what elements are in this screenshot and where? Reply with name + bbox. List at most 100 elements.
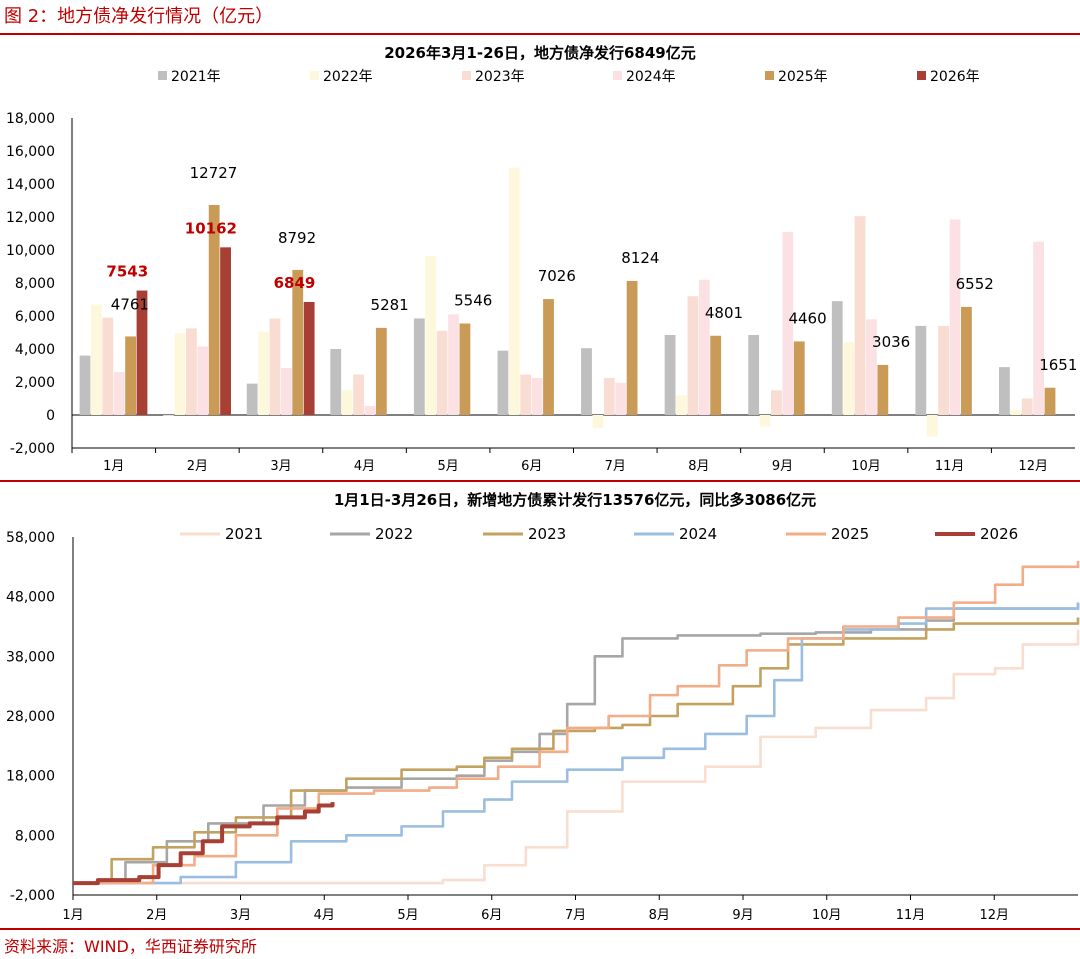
- bar: [258, 331, 269, 415]
- bar: [961, 306, 972, 415]
- data-label-2026: 10162: [185, 219, 237, 237]
- bar: [698, 279, 710, 415]
- bar: [208, 205, 220, 415]
- bar: [197, 346, 209, 415]
- bar: [1044, 387, 1056, 415]
- y-tick-label: 58,000: [6, 530, 55, 546]
- bar: [543, 299, 554, 415]
- legend-swatch: [310, 71, 319, 80]
- figure-title: 图 2：地方债净发行情况（亿元）: [4, 6, 274, 27]
- data-label-2025: 5546: [454, 291, 492, 309]
- bar: [303, 301, 315, 415]
- bar: [1021, 398, 1033, 415]
- y-tick-label: -2,000: [10, 888, 55, 904]
- y-tick-label: 12,000: [6, 210, 55, 226]
- line-chart: 1月1日-3月26日，新增地方债累计发行13576亿元，同比多3086亿元 58,…: [6, 491, 1080, 923]
- bar: [497, 350, 509, 415]
- x-tick-label: 2月: [187, 459, 208, 474]
- data-label-2025: 6552: [956, 275, 994, 293]
- legend-label: 2023: [528, 525, 566, 543]
- figure: 图 2：地方债净发行情况（亿元） 2026年3月1-26日，地方债净发行6849…: [0, 6, 1080, 930]
- top-rule: [0, 33, 1080, 35]
- middle-rule: [0, 480, 1080, 482]
- series-line: [73, 802, 335, 886]
- data-label-2025: 12727: [190, 164, 238, 182]
- y-tick-label: -2,000: [10, 441, 55, 457]
- bar: [664, 334, 676, 415]
- bar: [866, 319, 877, 415]
- y-tick-label: 18,000: [6, 769, 55, 785]
- legend-label: 2021: [225, 525, 263, 543]
- bar: [425, 255, 437, 415]
- x-tick-label: 11月: [935, 459, 965, 474]
- data-label-2025: 8124: [621, 249, 659, 267]
- bar: [782, 231, 794, 415]
- bar: [269, 318, 281, 415]
- x-tick-label: 6月: [481, 908, 502, 923]
- bar: [459, 323, 471, 415]
- data-label-2025: 8792: [278, 229, 316, 247]
- bar: [448, 314, 459, 415]
- y-tick-label: 48,000: [6, 590, 55, 606]
- legend-label: 2025年: [778, 69, 828, 85]
- x-tick-label: 4月: [314, 908, 335, 923]
- x-tick-label: 6月: [521, 459, 542, 474]
- y-tick-label: 28,000: [6, 709, 55, 725]
- legend-swatch: [613, 71, 622, 80]
- legend-label: 2021年: [171, 69, 221, 85]
- bar: [508, 167, 520, 415]
- x-tick-label: 2月: [146, 908, 167, 923]
- bar: [520, 374, 532, 415]
- legend-label: 2025: [831, 525, 869, 543]
- bar: [220, 247, 231, 415]
- legend-label: 2022年: [323, 69, 373, 85]
- y-tick-label: 10,000: [6, 243, 55, 259]
- bar: [102, 317, 114, 415]
- bar: [79, 355, 91, 415]
- x-tick-label: 11月: [896, 908, 926, 923]
- bar: [292, 269, 304, 415]
- series-line: [73, 617, 1080, 885]
- bar: [413, 318, 425, 415]
- bar: [90, 304, 102, 415]
- bar: [949, 219, 961, 415]
- x-tick-label: 12月: [979, 908, 1009, 923]
- x-tick-label: 3月: [230, 908, 251, 923]
- bar: [759, 415, 771, 427]
- data-label-2025: 4801: [705, 304, 743, 322]
- bar: [174, 333, 186, 415]
- data-label-2026: 7543: [106, 263, 148, 281]
- x-tick-label: 7月: [565, 908, 586, 923]
- bar-chart-title: 2026年3月1-26日，地方债净发行6849亿元: [384, 44, 695, 62]
- y-tick-label: 6,000: [15, 309, 55, 325]
- bar: [710, 335, 722, 415]
- legend-label: 2024: [679, 525, 717, 543]
- bar: [1033, 241, 1045, 415]
- bar: [280, 367, 292, 415]
- legend-label: 2026年: [930, 69, 980, 85]
- bar: [163, 415, 174, 416]
- y-tick-label: 18,000: [6, 111, 55, 127]
- legend-label: 2023年: [475, 69, 525, 85]
- bar: [748, 334, 760, 415]
- bar: [877, 364, 889, 415]
- bar: [531, 377, 543, 415]
- y-tick-label: 38,000: [6, 649, 55, 665]
- bar: [353, 374, 364, 415]
- data-label-2025: 7026: [538, 267, 576, 285]
- bar: [603, 377, 615, 415]
- bottom-rule: [0, 928, 1080, 930]
- x-tick-label: 1月: [62, 908, 83, 923]
- bar: [687, 296, 699, 415]
- bar: [581, 348, 592, 415]
- y-tick-label: 0: [46, 408, 55, 424]
- x-tick-label: 9月: [732, 908, 753, 923]
- bar: [341, 390, 353, 415]
- bar: [771, 390, 782, 415]
- bar: [246, 383, 258, 415]
- line-chart-title: 1月1日-3月26日，新增地方债累计发行13576亿元，同比多3086亿元: [334, 491, 816, 509]
- data-label-2025: 1651: [1039, 356, 1077, 374]
- x-tick-label: 10月: [851, 459, 881, 474]
- y-tick-label: 8,000: [15, 828, 55, 844]
- y-tick-label: 16,000: [6, 144, 55, 160]
